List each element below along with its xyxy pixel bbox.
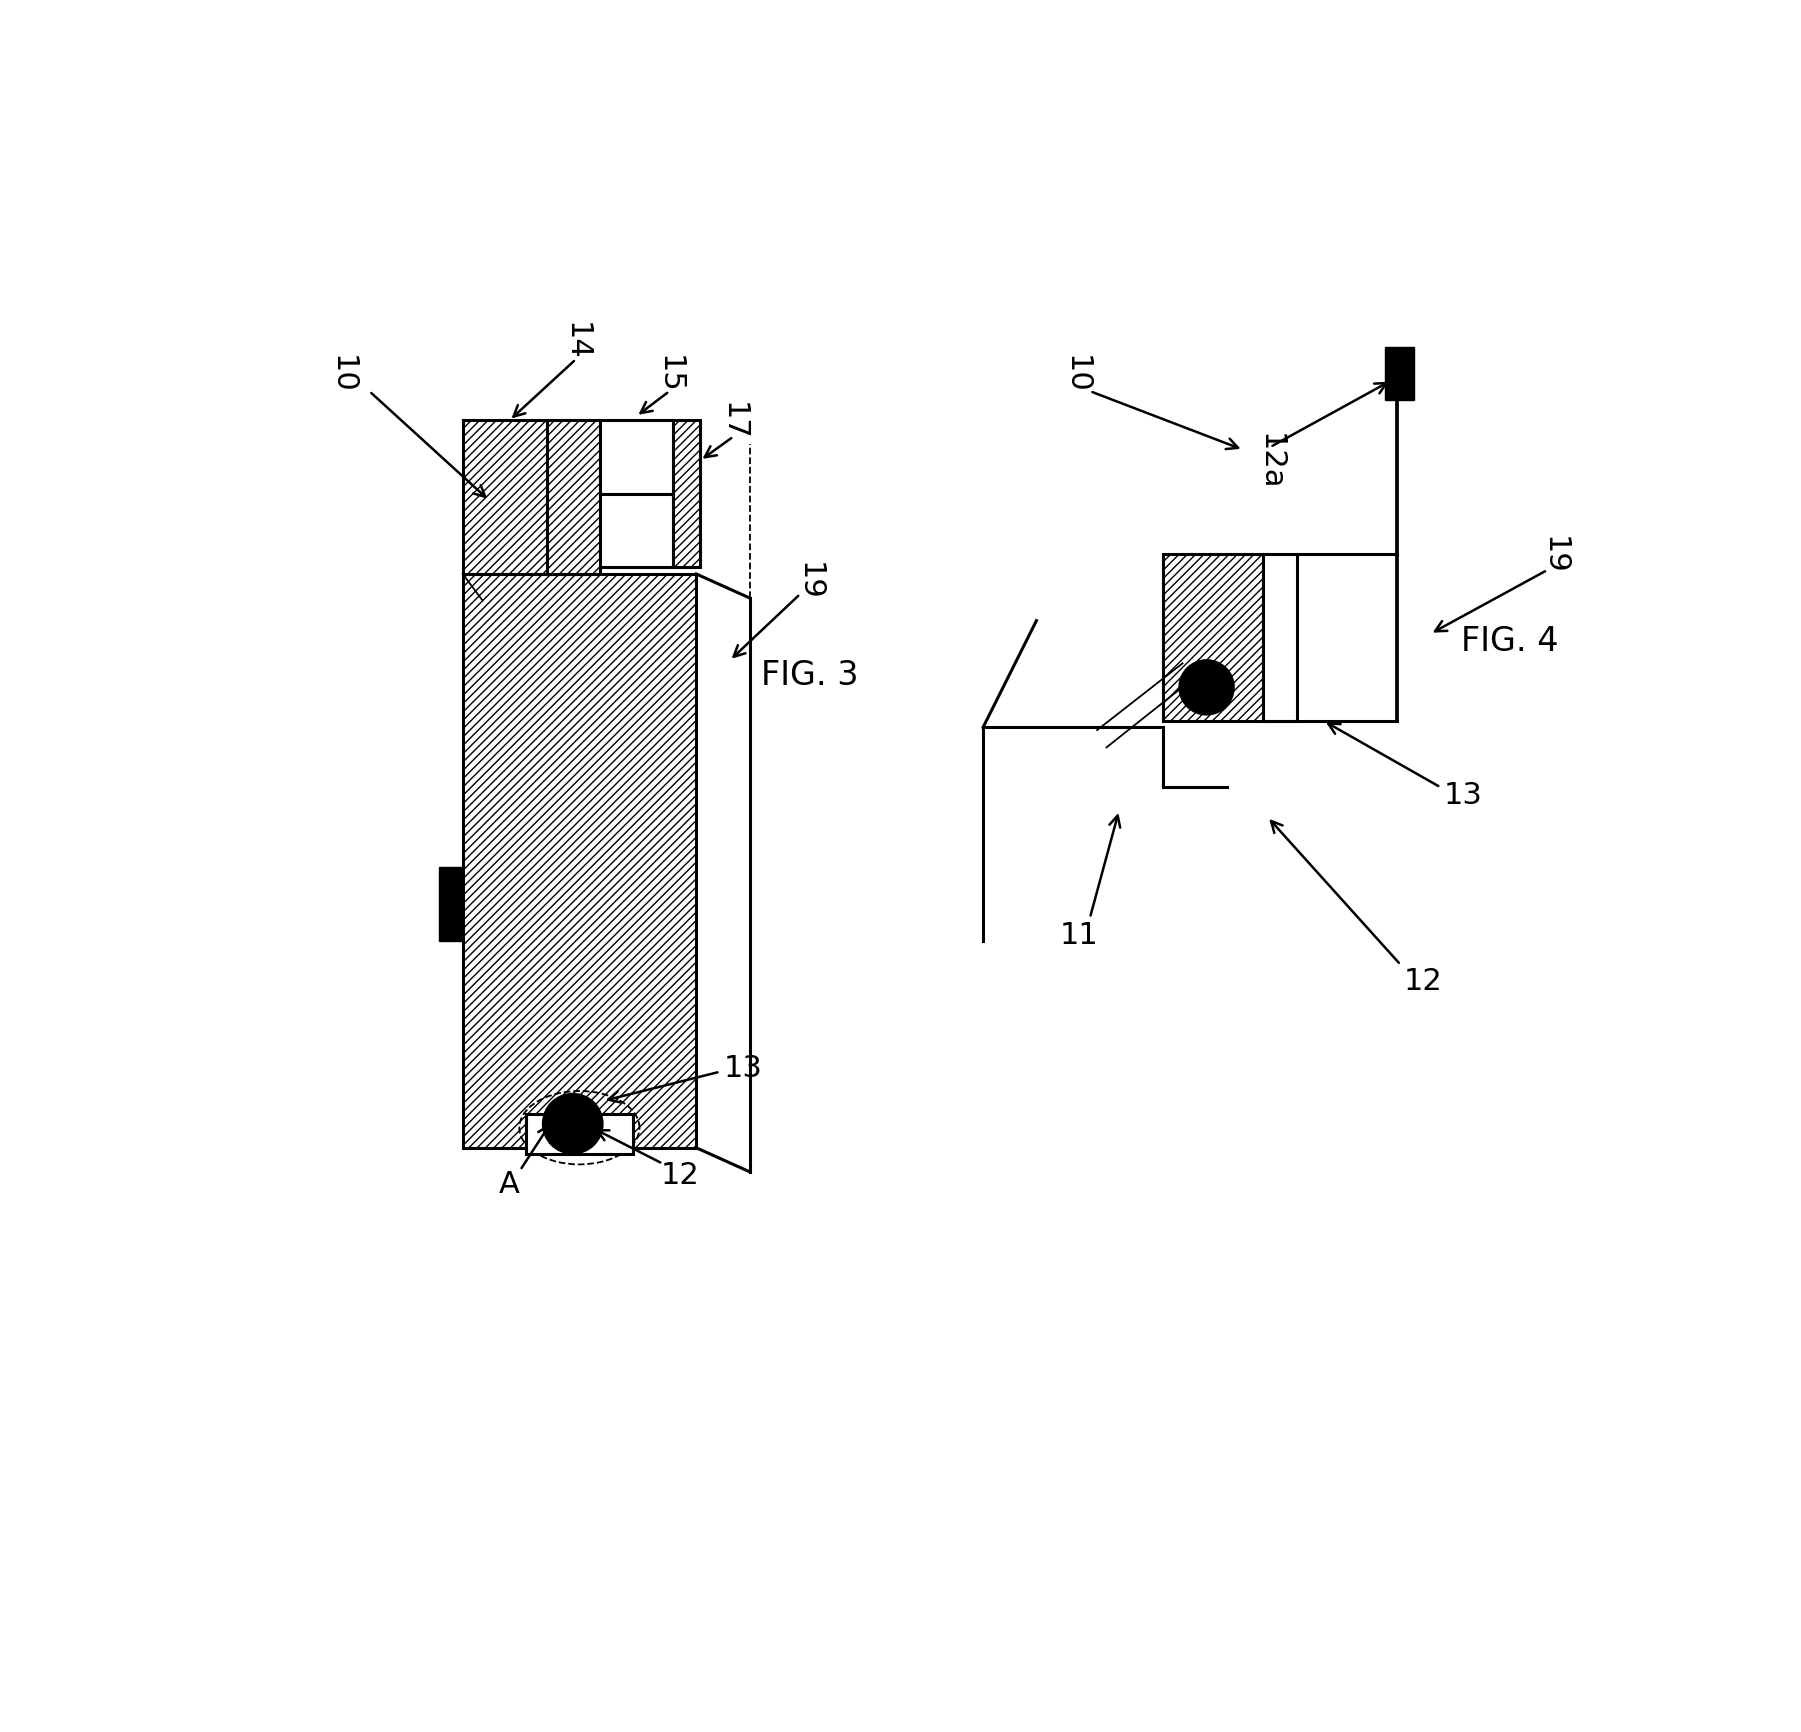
Bar [600,421,674,495]
Text: FIG. 4: FIG. 4 [1461,625,1560,658]
Bar [548,421,600,575]
Text: 17: 17 [719,402,747,440]
Circle shape [1180,662,1234,715]
Text: 10: 10 [328,355,357,393]
Text: 15: 15 [656,355,684,393]
Bar [463,575,697,1148]
Bar [526,1115,632,1155]
Bar [1263,554,1297,721]
Text: FIG. 3: FIG. 3 [760,658,859,691]
Text: 12: 12 [661,1160,699,1190]
Bar [1385,348,1414,402]
Text: 12a: 12a [1255,433,1284,490]
Text: 14: 14 [562,322,591,360]
Text: 13: 13 [1444,779,1482,809]
Circle shape [544,1095,602,1154]
Text: 19: 19 [794,561,825,601]
Text: A: A [499,1169,520,1199]
Bar [1163,554,1263,721]
Text: 12: 12 [1405,966,1443,996]
Text: 13: 13 [724,1053,762,1082]
Bar [600,495,674,568]
Text: 11: 11 [1059,920,1099,949]
Bar [439,868,463,942]
Text: 10: 10 [1063,355,1091,393]
Text: 19: 19 [1540,535,1569,573]
Bar [674,421,701,568]
Bar [463,421,589,575]
